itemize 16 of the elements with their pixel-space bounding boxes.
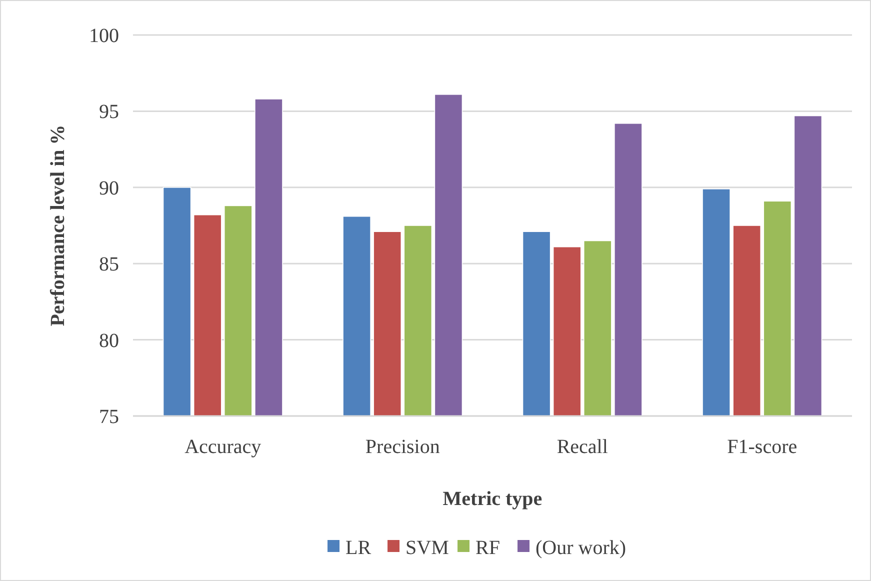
- legend-label: SVM: [406, 537, 450, 559]
- y-tick-label: 75: [99, 406, 119, 428]
- x-tick-label: Recall: [556, 436, 608, 458]
- legend-label: (Our work): [536, 537, 626, 559]
- y-tick-label: 85: [99, 254, 119, 276]
- x-tick-label: F1-score: [727, 436, 798, 458]
- x-tick-label: Accuracy: [184, 436, 262, 458]
- y-tick-label: 80: [99, 330, 119, 352]
- x-axis-title: Metric type: [442, 488, 542, 510]
- y-axis-title: Performance level in %: [47, 124, 69, 326]
- y-tick-label: 90: [99, 177, 119, 200]
- y-tick-label: 100: [89, 25, 119, 47]
- legend-label: LR: [346, 537, 372, 559]
- x-tick-label: Precision: [365, 436, 440, 458]
- y-tick-label: 95: [99, 101, 119, 124]
- legend-label: RF: [476, 537, 500, 559]
